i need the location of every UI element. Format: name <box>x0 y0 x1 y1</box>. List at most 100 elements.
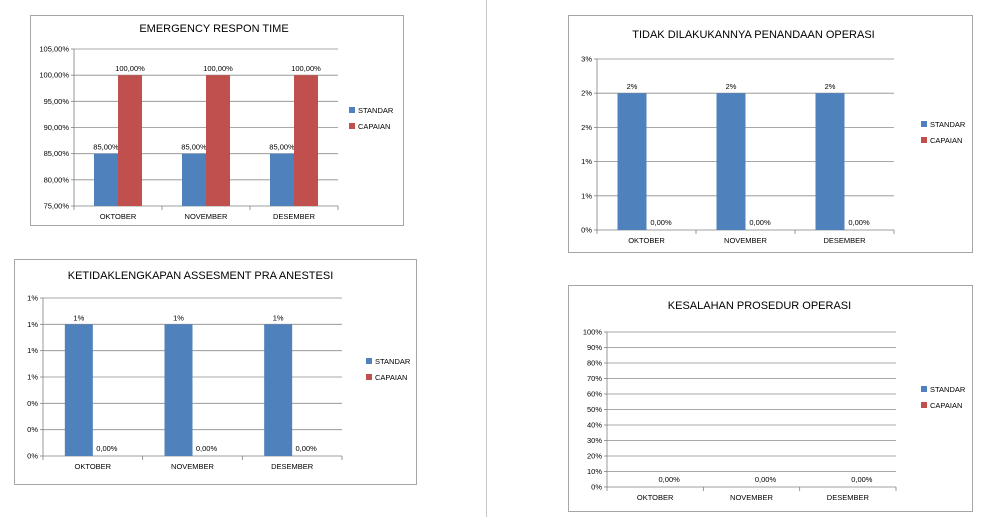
data-label: 1% <box>273 313 284 322</box>
bar-standar <box>270 153 294 206</box>
chart-title: TIDAK DILAKUKANNYA PENANDAAN OPERASI <box>632 29 874 41</box>
data-label: 0,00% <box>650 218 672 227</box>
y-tick-label: 50% <box>587 405 602 414</box>
y-tick-label: 1% <box>27 373 38 382</box>
bar-standar <box>617 93 647 230</box>
page-divider <box>486 0 487 517</box>
y-tick-label: 80,00% <box>44 175 70 184</box>
y-tick-label: 1% <box>581 157 592 166</box>
y-tick-label: 80% <box>587 359 602 368</box>
y-tick-label: 100% <box>583 328 603 337</box>
chart-title: EMERGENCY RESPON TIME <box>139 23 288 35</box>
chart-title: KETIDAKLENGKAPAN ASSESMENT PRA ANESTESI <box>68 270 334 282</box>
penandaan-operasi-chart: TIDAK DILAKUKANNYA PENANDAAN OPERASI 0% 1%… <box>568 15 973 253</box>
bar-standar <box>64 324 93 456</box>
x-category-label: NOVEMBER <box>171 462 215 471</box>
y-tick-label: 90% <box>587 343 602 352</box>
legend-swatch-capaian <box>921 137 927 143</box>
y-tick-label: 60% <box>587 390 602 399</box>
data-label: 0,00% <box>851 475 873 484</box>
legend-swatch-capaian <box>349 123 355 129</box>
data-label: 85,00% <box>269 143 295 152</box>
x-category-label: OKTOBER <box>637 493 674 502</box>
y-tick-label: 0% <box>27 452 38 461</box>
assesment-pra-anestesi-chart: KETIDAKLENGKAPAN ASSESMENT PRA ANESTESI 0… <box>14 259 417 485</box>
x-category-label: OKTOBER <box>100 212 137 221</box>
chart-title: KESALAHAN PROSEDUR OPERASI <box>668 300 851 312</box>
y-tick-label: 30% <box>587 436 602 445</box>
legend-label-capaian: CAPAIAN <box>375 373 407 382</box>
y-tick-label: 0% <box>591 483 602 492</box>
x-category-label: NOVEMBER <box>730 493 774 502</box>
y-tick-label: 20% <box>587 452 602 461</box>
legend-label-capaian: CAPAIAN <box>358 122 390 131</box>
x-category-label: OKTOBER <box>628 236 665 245</box>
y-tick-label: 1% <box>27 294 38 303</box>
y-tick-label: 1% <box>27 346 38 355</box>
y-tick-label: 100,00% <box>39 71 69 80</box>
chart-svg: TIDAK DILAKUKANNYA PENANDAAN OPERASI 0% 1%… <box>581 29 966 245</box>
x-category-label: OKTOBER <box>75 462 112 471</box>
legend-label-standar: STANDAR <box>930 385 966 394</box>
legend-label-capaian: CAPAIAN <box>930 136 962 145</box>
data-label: 0,00% <box>196 444 218 453</box>
legend-swatch-standar <box>349 107 355 113</box>
y-tick-label: 0% <box>27 399 38 408</box>
data-label: 2% <box>726 82 737 91</box>
y-tick-label: 70% <box>587 374 602 383</box>
kesalahan-prosedur-operasi-chart: KESALAHAN PROSEDUR OPERASI 0% 10% 20% 30% 40%… <box>568 285 973 512</box>
y-tick-label: 3% <box>581 55 592 64</box>
bar-standar <box>94 153 118 206</box>
data-label: 100,00% <box>203 64 233 73</box>
data-label: 2% <box>825 82 836 91</box>
x-category-label: DESEMBER <box>827 493 870 502</box>
legend-label-standar: STANDAR <box>375 357 411 366</box>
y-tick-label: 2% <box>581 123 592 132</box>
chart-svg: EMERGENCY RESPON TIME 75,00% 80,00% 85,00% 9… <box>39 23 394 221</box>
y-tick-label: 0% <box>27 425 38 434</box>
y-tick-label: 1% <box>581 191 592 200</box>
bar-capaian <box>118 75 142 206</box>
x-category-label: DESEMBER <box>271 462 314 471</box>
data-label: 2% <box>627 82 638 91</box>
x-category-label: DESEMBER <box>273 212 316 221</box>
legend-label-standar: STANDAR <box>358 106 394 115</box>
legend-label-capaian: CAPAIAN <box>930 401 962 410</box>
legend-swatch-standar <box>366 358 372 364</box>
legend-swatch-capaian <box>366 374 372 380</box>
bar-standar <box>164 324 193 456</box>
x-category-label: NOVEMBER <box>185 212 229 221</box>
data-label: 0,00% <box>659 475 681 484</box>
x-category-label: NOVEMBER <box>724 236 768 245</box>
legend-swatch-standar <box>921 386 927 392</box>
y-tick-label: 85,00% <box>44 149 70 158</box>
legend-swatch-standar <box>921 121 927 127</box>
y-tick-label: 90,00% <box>44 123 70 132</box>
data-label: 100,00% <box>291 64 321 73</box>
y-tick-label: 75,00% <box>44 202 70 211</box>
data-label: 0,00% <box>848 218 870 227</box>
legend-label-standar: STANDAR <box>930 120 966 129</box>
x-category-label: DESEMBER <box>823 236 866 245</box>
bar-capaian <box>206 75 230 206</box>
bar-standar <box>264 324 293 456</box>
data-label: 0,00% <box>755 475 777 484</box>
legend-swatch-capaian <box>921 402 927 408</box>
y-tick-label: 105,00% <box>39 45 69 54</box>
bar-capaian <box>294 75 318 206</box>
y-tick-label: 40% <box>587 421 602 430</box>
bar-standar <box>716 93 746 230</box>
data-label: 100,00% <box>115 64 145 73</box>
emergency-respon-time-chart: EMERGENCY RESPON TIME 75,00% 80,00% 85,00% 9… <box>30 15 404 226</box>
data-label: 0,00% <box>96 444 118 453</box>
bar-standar <box>815 93 845 230</box>
data-label: 1% <box>73 313 84 322</box>
y-tick-label: 2% <box>581 89 592 98</box>
y-tick-label: 10% <box>587 467 602 476</box>
y-tick-label: 1% <box>27 320 38 329</box>
data-label: 0,00% <box>296 444 318 453</box>
data-label: 0,00% <box>749 218 771 227</box>
chart-svg: KESALAHAN PROSEDUR OPERASI 0% 10% 20% 30% 40%… <box>583 300 966 502</box>
chart-svg: KETIDAKLENGKAPAN ASSESMENT PRA ANESTESI 0… <box>27 270 411 471</box>
data-label: 85,00% <box>93 143 119 152</box>
